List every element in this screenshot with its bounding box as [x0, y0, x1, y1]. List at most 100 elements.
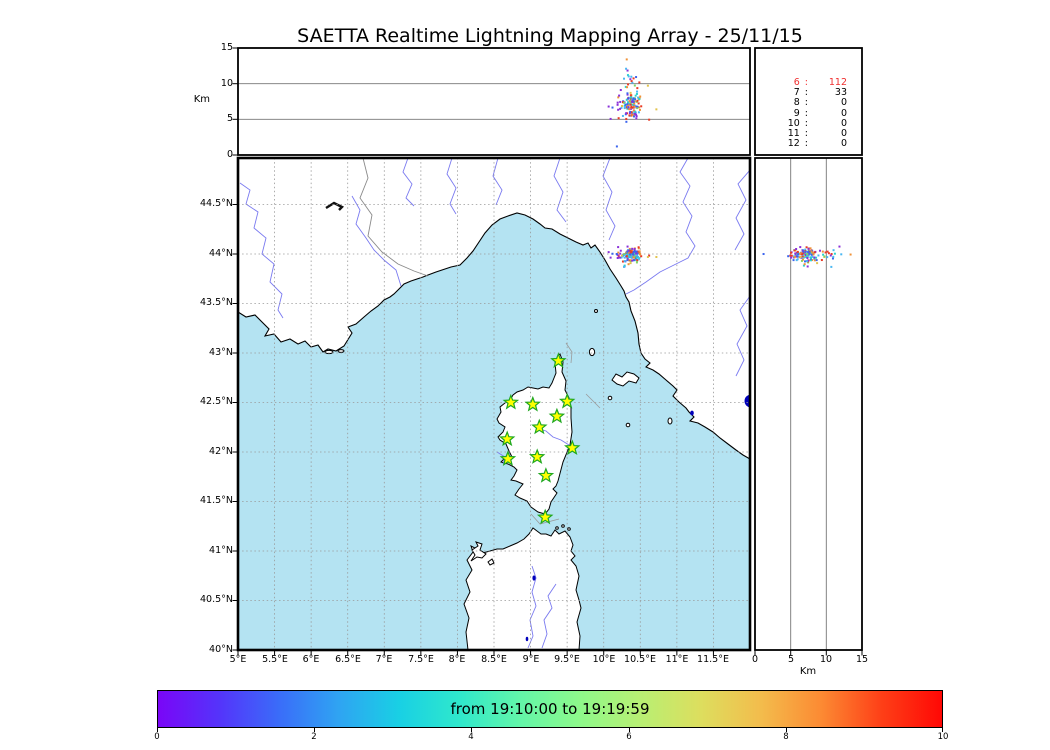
lightning-source-point: [631, 111, 634, 114]
lightning-source-point: [830, 253, 833, 256]
lightning-source-point: [631, 247, 634, 250]
alpine-lake: [325, 201, 345, 211]
lat-tick-label: 43°N: [209, 347, 233, 358]
lightning-source-point: [623, 77, 626, 80]
lightning-source-point: [635, 250, 638, 253]
lightning-source-point: [648, 254, 651, 257]
lightning-source-point: [790, 254, 793, 257]
lightning-source-point: [631, 259, 634, 262]
lightning-source-point: [804, 253, 807, 256]
lightning-source-point: [627, 106, 630, 109]
lightning-source-point: [762, 253, 765, 256]
lightning-source-point: [623, 256, 626, 259]
stats-row: 7:33: [793, 86, 847, 98]
station-star-marker: [502, 393, 520, 410]
lightning-source-point: [638, 250, 641, 253]
lightning-source-point: [639, 253, 642, 256]
map-graticule-grid: [238, 158, 750, 650]
lightning-source-point: [626, 69, 629, 72]
km-tick-label: 10: [819, 654, 833, 665]
lightning-source-point: [633, 97, 636, 100]
asinara-island: [470, 541, 487, 562]
axis-tick-marks: [232, 47, 863, 656]
lightning-source-point: [616, 257, 619, 260]
stats-row: 12:0: [787, 137, 847, 149]
lightning-source-point: [629, 253, 632, 256]
lightning-source-point: [638, 257, 641, 260]
lightning-source-point: [802, 250, 805, 253]
lightning-source-point: [626, 250, 629, 253]
lon-tick-label: 6.5°E: [335, 654, 361, 665]
lightning-source-point: [631, 249, 634, 252]
lightning-source-point: [648, 118, 651, 121]
lightning-source-point: [624, 105, 627, 108]
lightning-source-point: [811, 251, 814, 254]
lightning-source-point: [627, 263, 630, 266]
lightning-source-point: [617, 96, 620, 99]
lightning-source-point: [813, 256, 816, 259]
lightning-source-point: [635, 105, 638, 108]
lightning-source-point: [807, 247, 810, 250]
lightning-source-point: [619, 252, 622, 255]
lightning-source-point: [816, 262, 819, 265]
lightning-source-point: [797, 253, 800, 256]
lightning-source-point: [635, 117, 638, 120]
colorbar-tick-label: 0: [154, 732, 160, 742]
lightning-source-point: [640, 255, 643, 258]
lightning-source-point: [623, 253, 626, 256]
hyeres-island-2: [337, 349, 345, 353]
lightning-source-point: [620, 254, 623, 257]
lightning-source-point: [625, 112, 628, 115]
lightning-source-point: [633, 102, 636, 105]
elba-island: [611, 371, 640, 387]
lightning-source-point: [633, 84, 636, 87]
lightning-source-point: [626, 74, 629, 77]
lightning-source-point: [635, 76, 638, 79]
station-markers-layer: [498, 352, 581, 525]
lightning-source-point: [809, 247, 812, 250]
stats-row: 6:112: [793, 76, 847, 88]
lightning-source-point: [628, 247, 631, 250]
lightning-source-point: [810, 250, 813, 253]
colorbar-tick-label: 6: [626, 732, 632, 742]
altitude-tick-label: 10: [220, 78, 233, 89]
lightning-source-point: [631, 106, 634, 109]
lightning-source-point: [623, 101, 626, 104]
lightning-source-point: [618, 94, 621, 97]
lightning-source-point: [627, 83, 630, 86]
km-tick-label: 15: [855, 654, 869, 665]
lightning-source-point: [625, 98, 628, 101]
station-star-marker: [499, 450, 517, 466]
altitude-tick-label: 15: [220, 42, 233, 53]
lightning-source-point: [632, 109, 635, 112]
km-axis-label: Km: [799, 666, 817, 677]
mainland-coastline: [238, 212, 750, 460]
lightning-source-point: [790, 256, 793, 259]
lon-tick-label: 7.5°E: [408, 654, 434, 665]
lightning-source-point: [633, 106, 636, 109]
lightning-source-point: [619, 100, 622, 103]
lightning-source-point: [616, 101, 619, 104]
stats-row: 8:0: [793, 96, 847, 108]
lightning-source-point: [793, 256, 796, 259]
lightning-source-point: [804, 260, 807, 263]
lightning-source-point: [806, 265, 809, 268]
lightning-source-point: [799, 246, 802, 249]
stats-row: 9:0: [793, 107, 847, 119]
lightning-source-point: [620, 105, 623, 108]
maddalena-islet-1: [555, 526, 559, 530]
colorbar-tick: [942, 728, 943, 732]
lightning-source-point: [813, 259, 816, 262]
lightning-source-point: [629, 101, 632, 104]
lightning-source-point: [632, 77, 635, 80]
lightning-source-point: [631, 81, 634, 84]
colorbar-tick: [471, 728, 472, 732]
lightning-source-point: [630, 255, 633, 258]
lightning-source-point: [633, 249, 636, 252]
lightning-source-point: [638, 97, 641, 100]
lightning-source-point: [609, 256, 612, 259]
lightning-source-point: [619, 89, 622, 92]
lightning-source-point: [803, 263, 806, 266]
lightning-source-point: [626, 256, 629, 259]
lightning-source-point: [789, 254, 792, 257]
